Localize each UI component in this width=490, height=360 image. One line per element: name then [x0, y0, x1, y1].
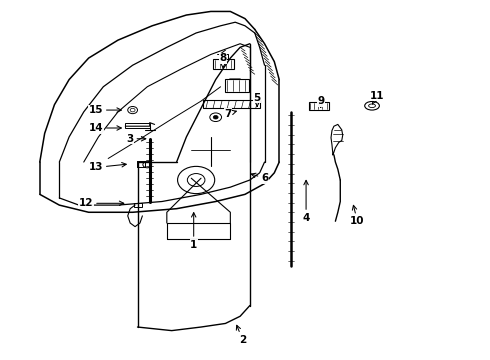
Text: 15: 15 — [89, 105, 122, 115]
Bar — [225, 79, 249, 92]
Text: 12: 12 — [79, 198, 124, 208]
Bar — [203, 100, 260, 108]
Text: 11: 11 — [369, 91, 384, 104]
Text: 1: 1 — [190, 213, 197, 249]
Bar — [309, 102, 329, 110]
Bar — [134, 203, 143, 207]
Text: 2: 2 — [236, 325, 246, 345]
Text: 14: 14 — [89, 123, 122, 133]
Text: 4: 4 — [302, 180, 310, 222]
Text: 10: 10 — [350, 205, 365, 226]
Bar — [125, 123, 150, 128]
Text: 9: 9 — [317, 96, 324, 107]
Circle shape — [213, 116, 218, 119]
Text: 8: 8 — [220, 53, 227, 68]
Text: 7: 7 — [224, 109, 236, 119]
Bar — [213, 59, 234, 69]
Text: 6: 6 — [251, 173, 268, 183]
Text: 5: 5 — [254, 93, 261, 106]
Text: 3: 3 — [126, 134, 146, 144]
Text: 13: 13 — [89, 162, 126, 172]
